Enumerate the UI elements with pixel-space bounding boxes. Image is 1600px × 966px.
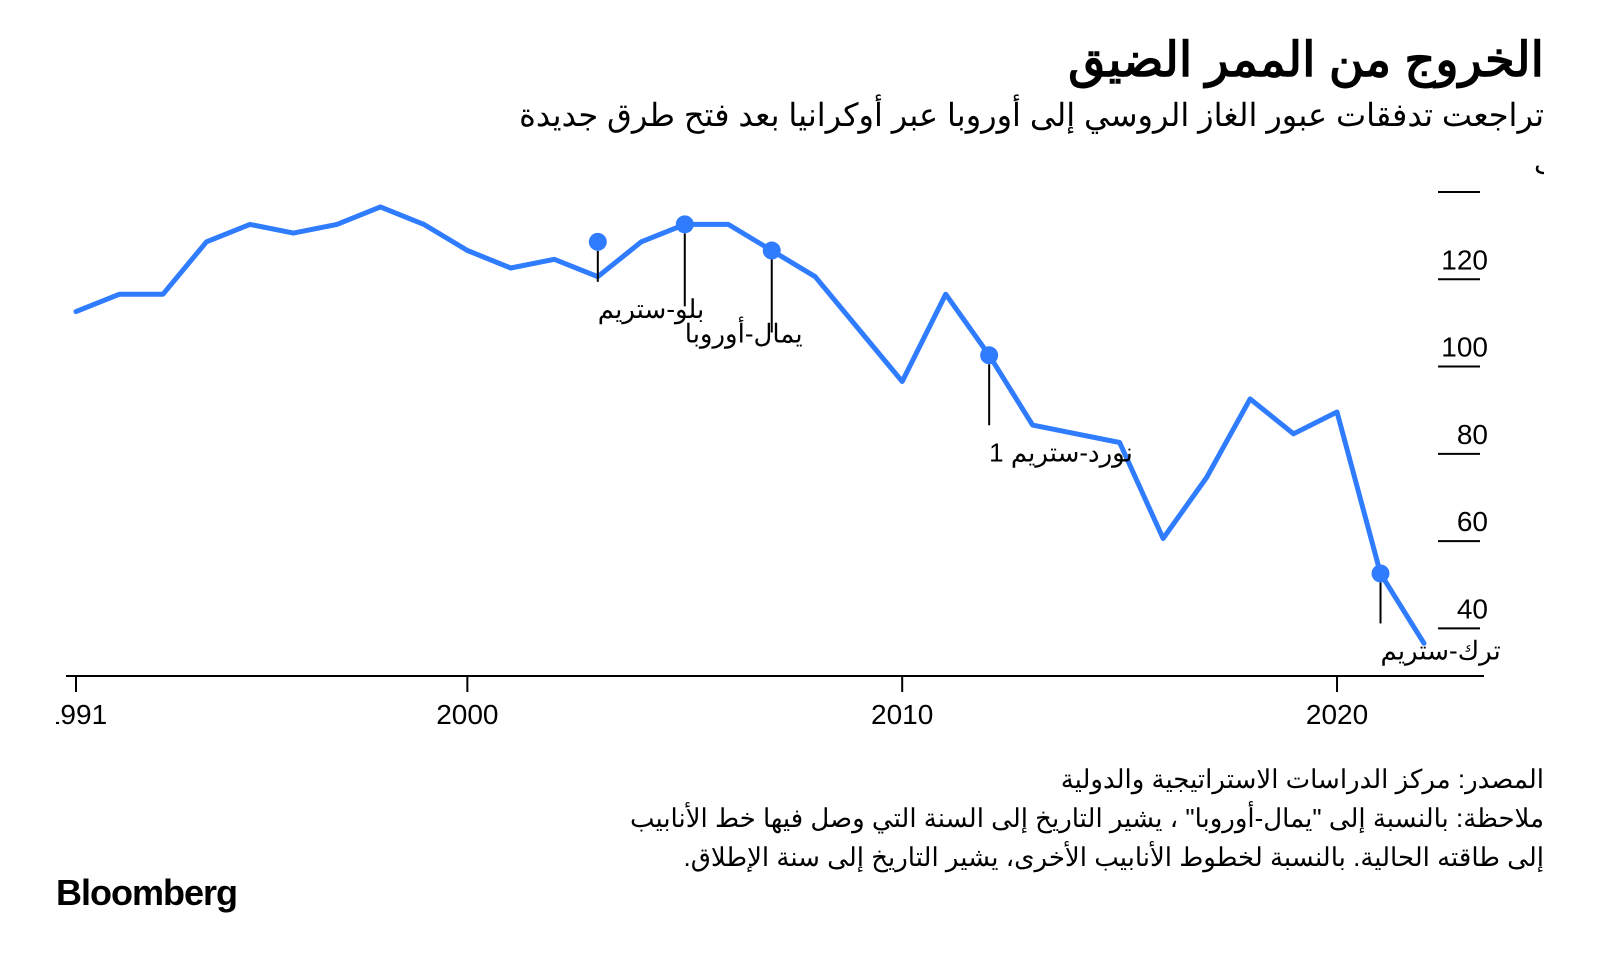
svg-text:60: 60 bbox=[1457, 506, 1488, 537]
svg-text:1991: 1991 bbox=[56, 699, 107, 730]
chart-title: الخروج من الممر الضيق bbox=[56, 32, 1544, 88]
svg-text:نورد-ستريم 1: نورد-ستريم 1 bbox=[989, 437, 1133, 468]
svg-text:140 مليار متر مكعب: 140 مليار متر مكعب bbox=[1534, 152, 1544, 181]
svg-text:2010: 2010 bbox=[871, 699, 933, 730]
svg-text:80: 80 bbox=[1457, 419, 1488, 450]
bloomberg-logo: Bloomberg bbox=[56, 872, 237, 914]
source-notes: المصدر: مركز الدراسات الاستراتيجية والدو… bbox=[56, 760, 1544, 877]
line-chart-svg: 140 مليار متر مكعب 120 100 80 60 40 1991 2000 20… bbox=[56, 152, 1544, 732]
svg-text:ترك-ستريم: ترك-ستريم bbox=[1381, 635, 1501, 666]
svg-text:100: 100 bbox=[1441, 332, 1488, 363]
note-line-2: إلى طاقته الحالية. بالنسبة لخطوط الأنابي… bbox=[56, 838, 1544, 877]
chart-subtitle: تراجعت تدفقات عبور الغاز الروسي إلى أورو… bbox=[56, 96, 1544, 134]
chart-area: 140 مليار متر مكعب 120 100 80 60 40 1991 2000 20… bbox=[56, 152, 1544, 732]
svg-text:2020: 2020 bbox=[1306, 699, 1368, 730]
svg-text:2000: 2000 bbox=[436, 699, 498, 730]
svg-text:يمال-أوروبا: يمال-أوروبا bbox=[685, 315, 803, 349]
svg-text:120: 120 bbox=[1441, 244, 1488, 275]
source-line: المصدر: مركز الدراسات الاستراتيجية والدو… bbox=[56, 760, 1544, 799]
svg-text:40: 40 bbox=[1457, 593, 1488, 624]
note-line-1: ملاحظة: بالنسبة إلى "يمال-أوروبا" ، يشير… bbox=[56, 799, 1544, 838]
